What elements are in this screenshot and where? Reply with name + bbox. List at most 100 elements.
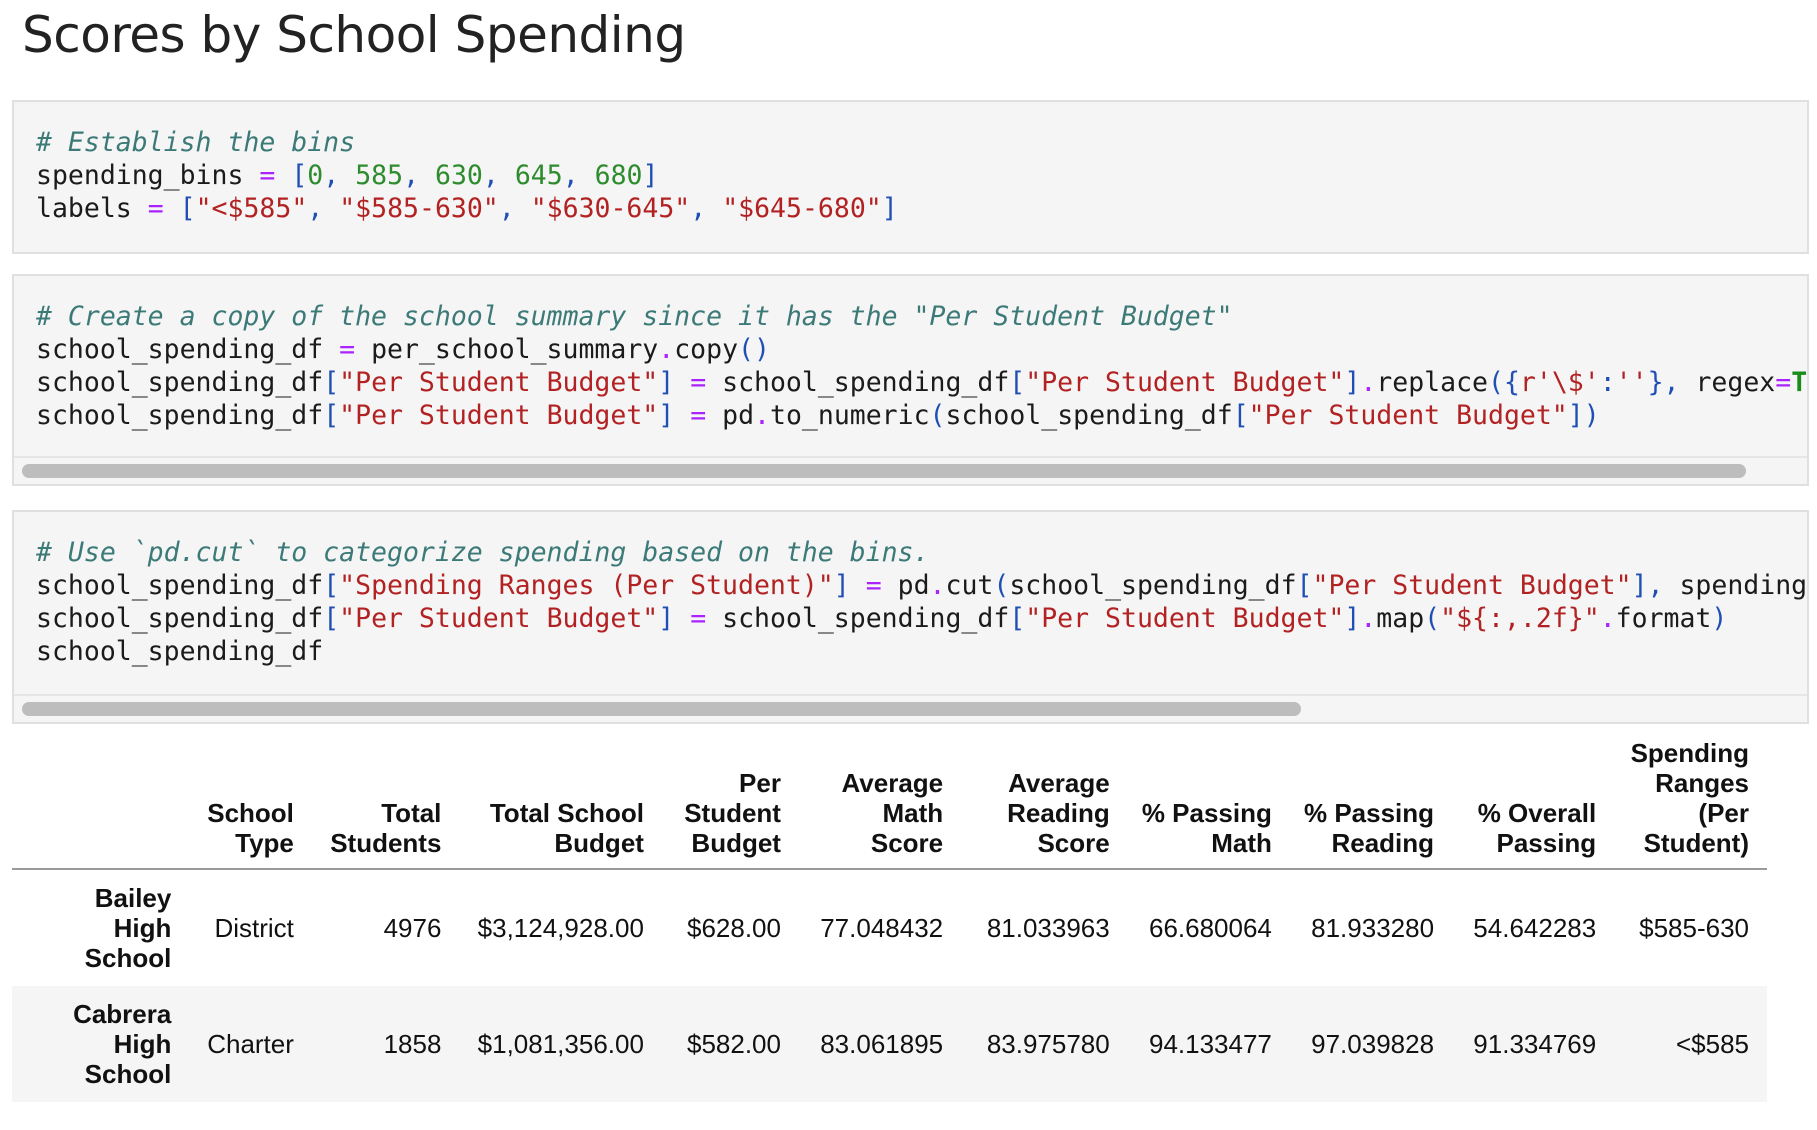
code-token: spending_b — [1679, 570, 1808, 601]
code-line: school_spending_df["Spending Ranges (Per… — [36, 569, 1808, 602]
code-token: pd — [706, 400, 755, 431]
code-token: "Per Student Budget" — [1025, 367, 1345, 398]
code-token: . — [929, 570, 946, 601]
code-cell-bins[interactable]: # Establish the bins spending_bins = [0, … — [12, 100, 1809, 254]
code-token: school_spending_df — [36, 570, 324, 601]
code-token: [ — [323, 570, 340, 601]
code-token: "$645-680" — [722, 193, 882, 224]
code-line: labels = ["<$585", "$585-630", "$630-645… — [36, 192, 898, 225]
column-header: Average Reading Score — [961, 738, 1128, 870]
code-token — [674, 367, 690, 398]
code-editor[interactable]: # Use `pd.cut` to categorize spending ba… — [36, 536, 1808, 668]
code-token: "<$585" — [195, 193, 308, 224]
code-token: = — [339, 334, 356, 365]
table-cell: 94.133477 — [1148, 1029, 1272, 1059]
code-token: ( — [993, 570, 1010, 601]
table-cell: 81.033963 — [986, 913, 1110, 943]
code-token: ] — [1344, 367, 1361, 398]
code-token: "$585-630" — [339, 193, 499, 224]
code-token: [ — [1009, 367, 1026, 398]
code-token: school_spending_df — [706, 603, 1010, 634]
code-token: ( — [1424, 603, 1441, 634]
index-header — [12, 738, 190, 870]
table-cell: <$585 — [1675, 1029, 1749, 1059]
code-token: , — [482, 160, 499, 191]
code-cell-pd-cut[interactable]: # Use `pd.cut` to categorize spending ba… — [12, 510, 1809, 724]
code-token: school_spending_df — [706, 367, 1010, 398]
code-token: # Create a copy of the school summary si… — [36, 301, 1233, 332]
code-token — [164, 193, 180, 224]
code-token: ] — [658, 400, 675, 431]
code-token: ] — [833, 570, 850, 601]
code-token: regex — [1679, 367, 1776, 398]
code-token — [515, 193, 531, 224]
table-row: Cabrera High School Charter 1858 $1,081,356.0… — [12, 986, 1767, 1102]
column-header: % Passing Reading — [1289, 738, 1453, 870]
code-editor[interactable]: # Establish the bins spending_bins = [0, … — [36, 126, 898, 225]
code-token — [339, 160, 355, 191]
code-token: pd — [881, 570, 930, 601]
code-token: "Spending Ranges (Per Student)" — [339, 570, 834, 601]
code-token: [ — [323, 603, 340, 634]
code-token: 645 — [514, 160, 563, 191]
code-line: school_spending_df["Per Student Budget"]… — [36, 602, 1807, 635]
code-token: # Use `pd.cut` to categorize spending ba… — [36, 537, 930, 568]
code-token: . — [1360, 367, 1377, 398]
code-token: map — [1376, 603, 1425, 634]
code-editor[interactable]: # Create a copy of the school summary si… — [36, 300, 1808, 432]
section-heading: Scores by School Spending — [22, 6, 686, 64]
table-cell: 54.642283 — [1473, 913, 1597, 943]
table-cell: $3,124,928.00 — [477, 913, 644, 943]
code-token: 0 — [307, 160, 324, 191]
code-token: Tru — [1791, 367, 1808, 398]
scrollbar-thumb[interactable] — [22, 702, 1301, 716]
table-cell: 91.334769 — [1473, 1029, 1597, 1059]
code-token: , — [307, 193, 324, 224]
code-token: "Per Student Budget" — [1312, 570, 1632, 601]
code-token — [579, 160, 595, 191]
table-cell: 1858 — [383, 1029, 442, 1059]
code-token: [ — [291, 160, 308, 191]
horizontal-scrollbar[interactable] — [14, 456, 1807, 484]
table-row: Bailey High School District 4976 $3,124,928.0… — [12, 869, 1767, 986]
code-token: = — [865, 570, 882, 601]
table-cell: 66.680064 — [1148, 913, 1272, 943]
code-token — [499, 160, 515, 191]
code-token: , — [403, 160, 420, 191]
code-token: [ — [1009, 603, 1026, 634]
scrollbar-thumb[interactable] — [22, 464, 1746, 478]
table-cell: 81.933280 — [1311, 913, 1435, 943]
code-token: , — [498, 193, 515, 224]
code-line: school_spending_df["Per Student Budget"]… — [36, 366, 1808, 399]
column-header: % Overall Passing — [1452, 738, 1615, 870]
code-token: '' — [1615, 367, 1648, 398]
code-token: ] — [1344, 603, 1361, 634]
code-token: school_spending_df — [1009, 570, 1297, 601]
code-token: school_spending_df — [36, 603, 324, 634]
code-token: "${:,.2f}" — [1440, 603, 1600, 634]
code-token: "Per Student Budget" — [1025, 603, 1345, 634]
table-cell: $585-630 — [1639, 913, 1749, 943]
code-token: cut — [945, 570, 994, 601]
code-token — [674, 400, 690, 431]
code-token: ]) — [1567, 400, 1600, 431]
code-token: }, — [1647, 367, 1680, 398]
code-token: ] — [658, 367, 675, 398]
code-token: r'\$' — [1519, 367, 1600, 398]
code-token: ) — [1711, 603, 1728, 634]
code-token: = — [147, 193, 164, 224]
code-token: labels — [36, 193, 148, 224]
horizontal-scrollbar[interactable] — [14, 694, 1807, 722]
code-line: school_spending_df — [36, 635, 1807, 668]
code-token: , — [562, 160, 579, 191]
code-token: 680 — [594, 160, 643, 191]
code-cell-copy-summary[interactable]: # Create a copy of the school summary si… — [12, 274, 1809, 486]
table-cell: Charter — [207, 1029, 294, 1059]
code-token: ( — [929, 400, 946, 431]
row-index-label: Bailey High School — [84, 883, 172, 973]
code-token: . — [1360, 603, 1377, 634]
code-token: [ — [1232, 400, 1249, 431]
code-token: school_spending_df — [945, 400, 1233, 431]
code-token: [ — [179, 193, 196, 224]
table-cell: 77.048432 — [820, 913, 944, 943]
